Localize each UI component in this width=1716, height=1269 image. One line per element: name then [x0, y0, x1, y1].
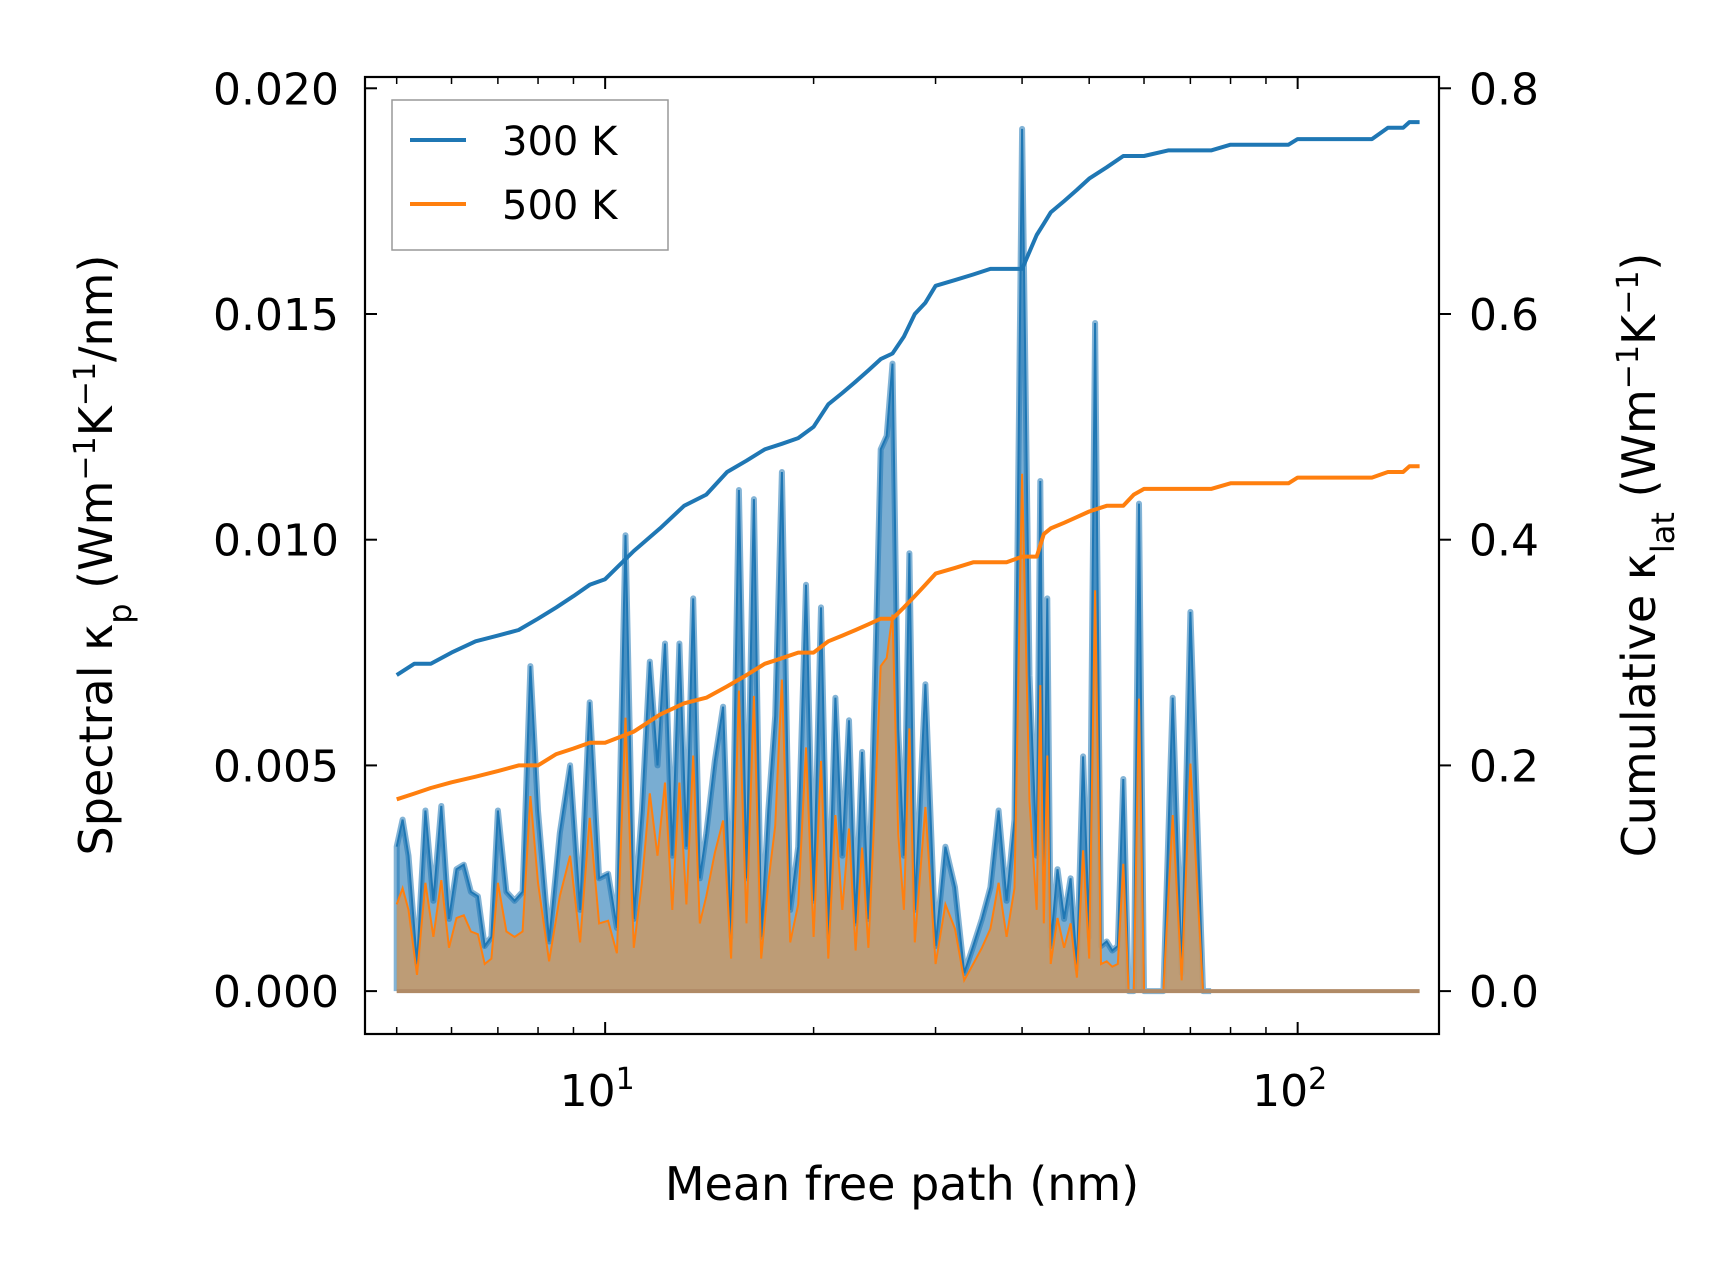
cumulative-line-300k — [395, 120, 1420, 677]
right-tick-label: 0.4 — [1469, 516, 1539, 567]
left-tick-label: 0.020 — [213, 64, 339, 115]
x-axis-label: Mean free path (nm) — [665, 1157, 1139, 1211]
spectral-500k-line — [395, 473, 1212, 993]
axis-tick-labels: 0.000 0.005 0.010 0.015 0.020 0.0 0.2 0.4 0.6 0.8… — [213, 64, 1539, 1117]
legend-label-500k: 500 K — [502, 183, 619, 229]
x-tick-label: 102 — [1252, 1062, 1327, 1118]
plot-frame — [363, 75, 1441, 1036]
left-y-axis-label: Spectral κp (Wm−1K−1/nm) — [68, 255, 140, 856]
axis-ticks — [365, 77, 1451, 1034]
cumulative-line-500k — [396, 464, 1420, 802]
right-tick-label: 0.8 — [1469, 64, 1539, 115]
left-tick-label: 0.010 — [213, 516, 339, 567]
right-tick-label: 0.2 — [1469, 741, 1539, 792]
series-lines — [395, 120, 1420, 802]
left-tick-label: 0.015 — [213, 290, 339, 341]
right-tick-label: 0.0 — [1469, 967, 1539, 1018]
left-tick-label: 0.000 — [213, 967, 339, 1018]
left-tick-label: 0.005 — [213, 741, 339, 792]
spectral-fill-areas — [393, 125, 1420, 995]
right-y-axis-label: Cumulative κlat (Wm−1K−1) — [1611, 253, 1683, 858]
right-tick-label: 0.6 — [1469, 290, 1539, 341]
legend-box — [391, 99, 669, 251]
x-tick-label: 101 — [560, 1062, 635, 1118]
legend-label-300k: 300 K — [502, 119, 619, 165]
legend: 300 K 500 K — [391, 99, 669, 251]
